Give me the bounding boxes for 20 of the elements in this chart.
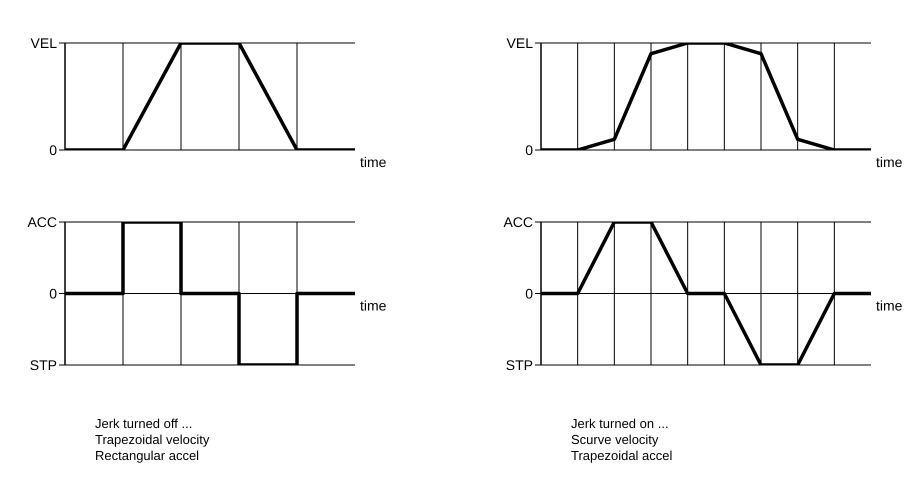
- text: Jerk turned on ...: [571, 416, 670, 432]
- x-axis-title: time: [876, 154, 903, 170]
- text: Trapezoidal accel: [571, 448, 672, 464]
- text: Rectangular accel: [95, 448, 200, 464]
- ref-line-label: 0: [49, 142, 58, 158]
- ref-line-label: STP: [506, 357, 533, 373]
- text: Jerk turned off ...: [95, 416, 194, 432]
- ref-line-label: VEL: [506, 35, 534, 51]
- x-axis-title: time: [876, 297, 903, 314]
- ref-line-label: 0: [525, 142, 534, 158]
- ref-line-label: ACC: [27, 214, 57, 230]
- text: Trapezoidal velocity: [95, 432, 210, 448]
- ref-line-label: STP: [30, 357, 57, 373]
- ref-line-label: 0: [525, 286, 534, 302]
- x-axis-title: time: [360, 297, 387, 314]
- ref-line-label: 0: [49, 286, 58, 302]
- ref-line-label: VEL: [30, 35, 58, 51]
- ref-line-label: ACC: [503, 214, 533, 230]
- x-axis-title: time: [360, 154, 387, 170]
- text: Scurve velocity: [571, 432, 660, 448]
